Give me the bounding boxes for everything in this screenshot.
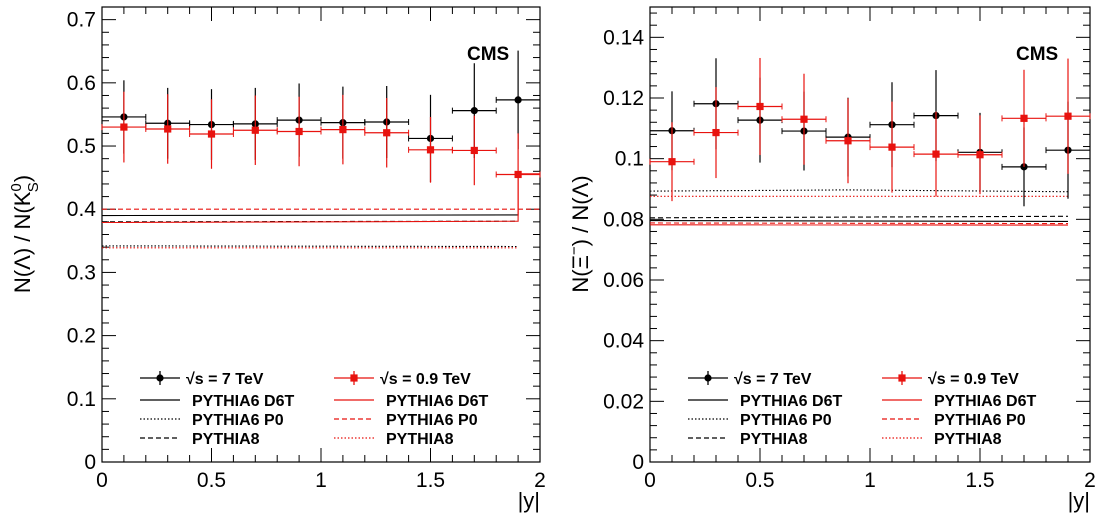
data-point-0-9tev (1020, 115, 1027, 122)
legend-label: PYTHIA6 D6T (192, 393, 294, 410)
legend-label: PYTHIA6 P0 (740, 412, 832, 429)
x-tick-label: 0 (644, 469, 656, 492)
legend-label: √s = 7 TeV (734, 371, 812, 388)
y-axis-label: N(Λ) / N(K0S) (8, 175, 42, 293)
x-tick-label: 0 (96, 469, 108, 492)
y-tick-label: 0.6 (67, 72, 96, 95)
y-tick-label: 0.7 (67, 9, 96, 32)
legend-label: PYTHIA6 D6T (934, 393, 1036, 410)
legend-label: PYTHIA8 (740, 431, 808, 448)
data-point-0-9tev (383, 129, 390, 136)
legend: √s = 7 TeV PYTHIA6 D6T PYTHIA6 P0 PYTHIA8 √s… (140, 371, 488, 448)
y-tick-label: 0 (632, 451, 644, 474)
legend-label: PYTHIA8 (934, 431, 1002, 448)
legend-marker (704, 374, 711, 381)
legend-label: PYTHIA6 D6T (386, 393, 488, 410)
data-point-0-9tev (296, 128, 303, 135)
cms-label: CMS (467, 44, 509, 65)
data-point-0-9tev (427, 146, 434, 153)
legend-label: PYTHIA8 (386, 431, 454, 448)
data-point-0-9tev (208, 130, 215, 137)
data-point-0-9tev (888, 144, 895, 151)
legend-label: √s = 0.9 TeV (380, 371, 471, 388)
y-tick-label: 0.06 (603, 269, 644, 292)
legend-label: √s = 7 TeV (186, 371, 264, 388)
y-tick-label: 0.5 (67, 135, 96, 158)
data-point-0-9tev (932, 151, 939, 158)
legend-label: √s = 0.9 TeV (928, 371, 1019, 388)
legend-label: PYTHIA6 D6T (740, 393, 842, 410)
legend-marker (898, 374, 905, 381)
model-curve-5 (650, 223, 1068, 224)
legend-label: PYTHIA8 (192, 431, 260, 448)
cms-label: CMS (1016, 44, 1058, 65)
y-axis-label: N(Ξ−) / N(Λ) (566, 175, 593, 292)
x-tick-label: 0.5 (197, 469, 226, 492)
y-tick-label: 0.12 (603, 87, 644, 110)
y-tick-label: 0.02 (603, 390, 644, 413)
model-curve-2 (102, 246, 518, 247)
model-curve-3 (650, 216, 1068, 218)
x-tick-label: 1 (864, 469, 876, 492)
data-point-0-9tev (339, 126, 346, 133)
y-tick-label: 0 (84, 451, 96, 474)
data-point-0-9tev (976, 151, 983, 158)
data-point-0-9tev (800, 116, 807, 123)
x-tick-label: 1.5 (965, 469, 994, 492)
data-point-0-9tev (756, 103, 763, 110)
x-tick-label: 1 (315, 469, 327, 492)
data-point-0-9tev (120, 123, 127, 130)
data-point-0-9tev (1064, 113, 1071, 120)
data-point-0-9tev (712, 129, 719, 136)
data-point-0-9tev (164, 125, 171, 132)
y-tick-label: 0.4 (67, 198, 97, 221)
x-tick-label: 1.5 (416, 469, 445, 492)
y-tick-label: 0.04 (603, 330, 644, 353)
model-curve-1 (102, 215, 518, 216)
data-point-7tev (515, 96, 522, 103)
model-curve-1 (650, 221, 1068, 222)
y-tick-label: 0.2 (67, 325, 96, 348)
y-tick-label: 0.3 (67, 261, 96, 284)
model-curve-2 (650, 190, 1068, 192)
data-point-0-9tev (252, 127, 259, 134)
data-point-0-9tev (515, 171, 522, 178)
y-tick-label: 0.1 (67, 388, 96, 411)
legend: √s = 7 TeV PYTHIA6 D6T PYTHIA6 P0 PYTHIA8 √s… (688, 371, 1036, 448)
x-axis-label: |y| (518, 488, 540, 513)
x-tick-label: 0.5 (745, 469, 774, 492)
data-point-0-9tev (844, 137, 851, 144)
x-axis-label: |y| (1068, 488, 1090, 513)
legend-label: PYTHIA6 P0 (934, 412, 1026, 429)
data-point-0-9tev (668, 158, 675, 165)
data-point-0-9tev (471, 147, 478, 154)
legend-marker (156, 374, 163, 381)
y-tick-label: 0.14 (603, 26, 644, 49)
data-point-7tev (471, 107, 478, 114)
legend-marker (350, 374, 357, 381)
legend-label: PYTHIA6 P0 (192, 412, 284, 429)
y-tick-label: 0.08 (603, 208, 644, 231)
legend-label: PYTHIA6 P0 (386, 412, 478, 429)
y-tick-label: 0.1 (615, 148, 644, 171)
